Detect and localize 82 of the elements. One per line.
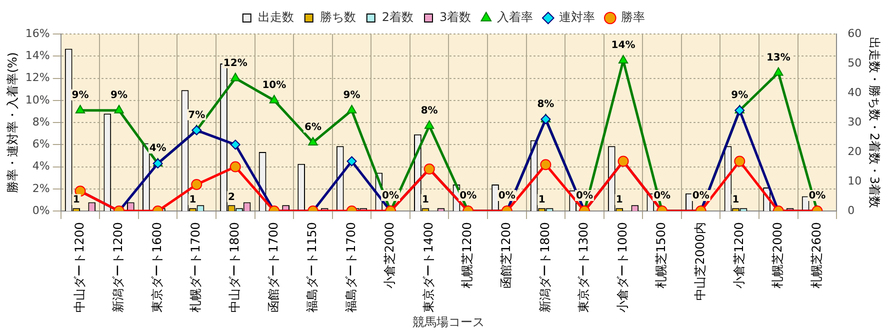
y-tick-label: 16% (25, 26, 50, 40)
legend-label: 連対率 (559, 10, 596, 24)
point (114, 104, 124, 114)
x-tick-label: 札幌芝2600 (809, 222, 824, 289)
x-tick-label: 福島ダート1700 (344, 222, 358, 313)
x-tick-label: 中山ダート1800 (228, 222, 242, 313)
y-tick-label: 8% (32, 115, 50, 128)
x-tick-label: 福島ダート1150 (305, 222, 320, 313)
legend-label: 勝率 (621, 10, 646, 24)
point (618, 55, 628, 64)
data-label: 9% (110, 90, 128, 101)
x-tick-label: 函館ダート1700 (266, 222, 280, 313)
data-label: 0% (654, 190, 671, 202)
x-tick-label: 札幌芝1200 (460, 222, 474, 289)
data-label: 9% (72, 90, 89, 101)
point (269, 94, 280, 104)
x-tick-label: 中山芝2000内 (692, 222, 707, 301)
x-tick-label: 中山ダート1200 (72, 222, 86, 313)
data-label: 0% (382, 190, 400, 202)
x-tick-label: 札幌芝1500 (654, 222, 668, 289)
data-label: 1 (616, 194, 623, 206)
x-tick-label: 函館芝1200 (499, 222, 514, 289)
data-label: 4% (149, 143, 166, 154)
point (424, 120, 434, 129)
data-label: 1 (422, 194, 429, 206)
y2-axis-title: 出走数・勝ち数・2着数・3着数 (868, 36, 882, 208)
data-label: 0% (576, 190, 593, 202)
x-tick-label: 札幌ダート1700 (188, 222, 203, 313)
legend-label: 勝ち数 (320, 10, 356, 24)
data-label: 6% (304, 122, 322, 134)
y2-tick-label: 0 (848, 204, 855, 217)
x-tick-label: 東京ダート1300 (576, 222, 591, 313)
data-label: 0% (460, 190, 477, 202)
data-label: 0% (498, 190, 516, 202)
data-label: 14% (611, 40, 636, 52)
legend-label: 3着数 (440, 10, 472, 24)
data-label: 7% (188, 110, 206, 121)
x-tick-label: 小倉芝2000 (382, 222, 397, 289)
data-label: 13% (766, 52, 790, 64)
x-tick-label: 新潟ダート1800 (538, 222, 552, 313)
x-tick-label: 東京ダート1600 (150, 222, 164, 313)
data-label: 9% (731, 90, 748, 101)
data-label: 1 (72, 194, 80, 206)
y-tick-label: 4% (32, 160, 50, 173)
y-tick-label: 10% (25, 93, 50, 106)
data-label: 1 (538, 194, 546, 206)
data-label: 12% (223, 58, 248, 69)
legend-label: 出走数 (258, 10, 294, 24)
data-label: 9% (343, 90, 360, 101)
y-tick-label: 12% (25, 71, 50, 84)
y-axis-title: 勝率・連対率・入着率(%) (5, 52, 20, 193)
x-axis-title: 競馬場コース (412, 314, 485, 329)
y2-tick-label: 50 (848, 56, 862, 70)
x-tick-label: 小倉芝1200 (732, 222, 746, 289)
point (774, 67, 784, 76)
data-label: 2 (228, 192, 236, 203)
legend-label: 2着数 (382, 10, 414, 24)
data-label: 1 (732, 194, 740, 206)
y2-tick-label: 20 (848, 144, 862, 158)
data-label: 10% (262, 80, 286, 91)
x-tick-label: 札幌芝2000 (770, 222, 785, 289)
point (75, 104, 86, 114)
data-label: 8% (537, 98, 554, 110)
point (308, 136, 318, 146)
y2-tick-label: 60 (848, 26, 862, 40)
data-label: 0% (692, 190, 710, 202)
x-tick-label: 新潟ダート1200 (111, 222, 126, 313)
y-tick-label: 0% (32, 204, 50, 217)
point (346, 104, 357, 114)
y2-tick-label: 10 (848, 174, 862, 188)
y2-tick-label: 30 (848, 115, 862, 128)
y-tick-label: 2% (32, 182, 50, 195)
y-tick-label: 14% (25, 48, 50, 62)
x-tick-label: 東京ダート1400 (421, 222, 436, 313)
data-label: 0% (808, 190, 826, 202)
y2-tick-label: 40 (848, 86, 862, 99)
data-label: 8% (420, 105, 438, 116)
x-tick-label: 小倉ダート1000 (615, 222, 630, 313)
y-tick-label: 6% (32, 138, 50, 151)
data-label: 1 (189, 194, 196, 206)
legend-label: 入着率 (497, 10, 534, 24)
point (230, 72, 240, 82)
